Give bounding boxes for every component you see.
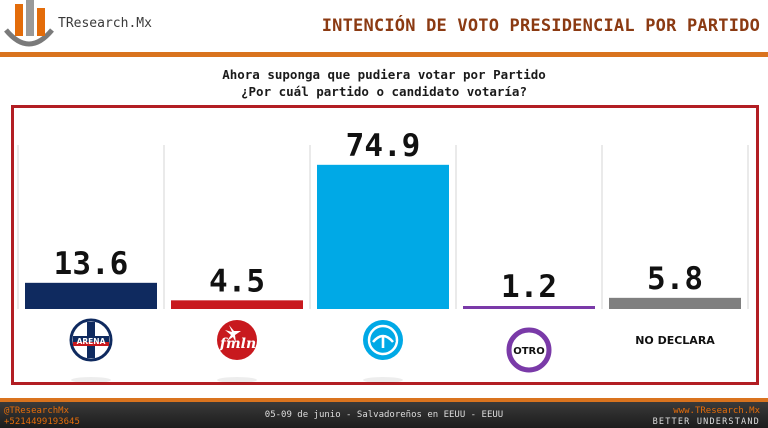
- question-line-1: Ahora suponga que pudiera votar por Part…: [222, 67, 546, 82]
- bar-4: [609, 297, 741, 309]
- no-declara-label: NO DECLARA: [635, 334, 715, 347]
- arena-cross-horizontal: [73, 336, 109, 344]
- arena-red-band: [73, 342, 109, 346]
- question-line-2: ¿Por cuál partido o candidato votaría?: [241, 84, 527, 99]
- icon-shadow: [363, 377, 403, 383]
- bar-0: [25, 282, 157, 309]
- footer-handle[interactable]: @TResearchMx: [4, 406, 70, 416]
- bar-3: [463, 306, 595, 309]
- brand-name: TResearch.Mx: [58, 16, 152, 31]
- footer-site[interactable]: www.TResearch.Mx: [673, 406, 760, 416]
- footer-tagline: BETTER UNDERSTAND: [652, 417, 760, 427]
- header: TResearch.Mx INTENCIÓN DE VOTO PRESIDENC…: [0, 0, 768, 54]
- data-label-3: 1.2: [501, 269, 557, 305]
- otro-label: OTRO: [513, 346, 545, 357]
- data-label-1: 4.5: [209, 263, 265, 299]
- page-title: INTENCIÓN DE VOTO PRESIDENCIAL POR PARTI…: [321, 16, 760, 36]
- footer-phone: +5214499193645: [4, 417, 80, 427]
- bar-2: [317, 164, 449, 309]
- fmln-label: fmln: [219, 336, 256, 352]
- footer: [0, 398, 768, 428]
- data-label-4: 5.8: [647, 261, 703, 297]
- otro-badge-icon: [506, 327, 552, 373]
- fmln-star: [225, 325, 241, 343]
- chart-frame: [11, 105, 759, 385]
- icon-shadow: [217, 377, 257, 383]
- bar-1: [171, 300, 303, 309]
- bar-chart: 13.6 4.5 74.9 1.2 5.8 ARENA fmln OTRO NO DECLARA: [17, 128, 749, 383]
- arena-label: ARENA: [77, 337, 106, 346]
- fmln-logo-icon: [217, 320, 257, 360]
- data-label-2: 74.9: [346, 128, 421, 164]
- header-rule: [0, 52, 768, 57]
- footer-note: 05-09 de junio - Salvadoreños en EEUU - …: [264, 410, 504, 420]
- nuevas-ideas-ring: [367, 324, 399, 356]
- tresearch-logo-icon: [4, 0, 54, 47]
- icon-shadow: [71, 377, 111, 383]
- data-label-0: 13.6: [54, 246, 129, 282]
- nuevas-ideas-stem: [381, 336, 385, 348]
